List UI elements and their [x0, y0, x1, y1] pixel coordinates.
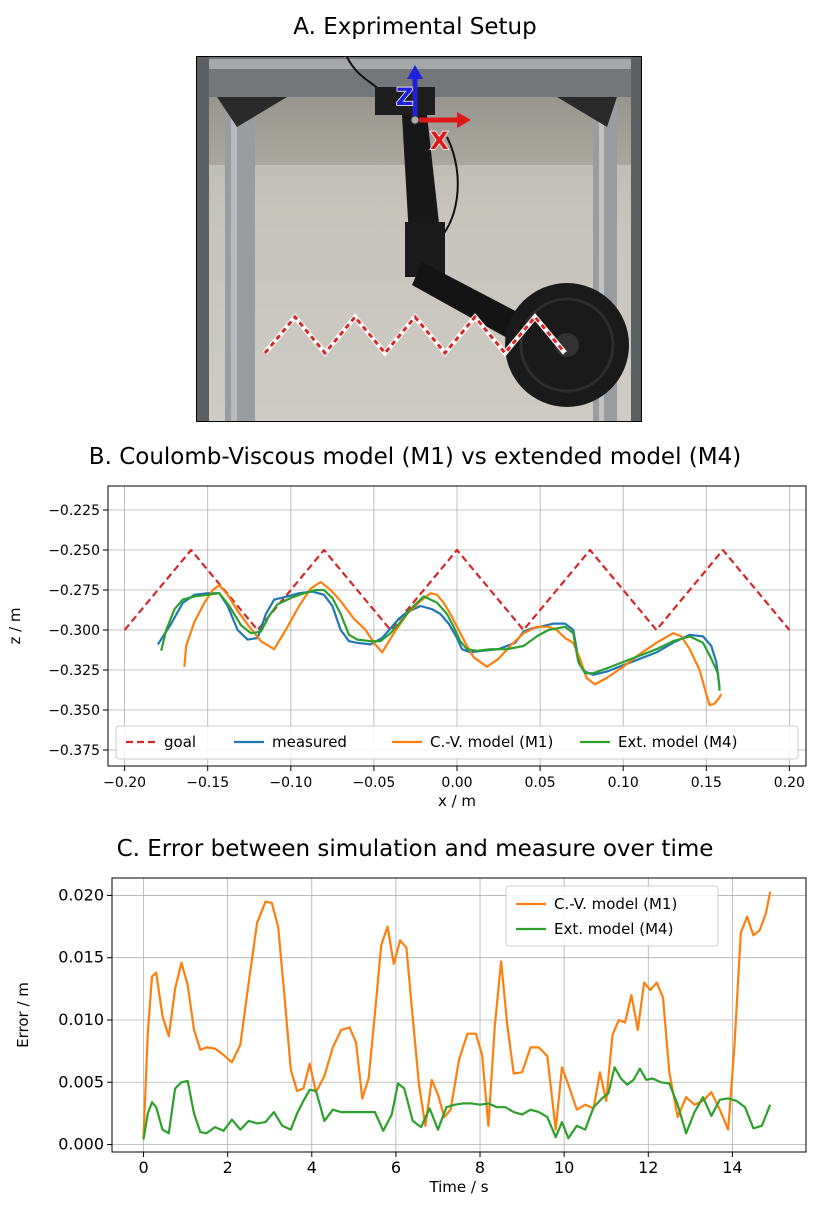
x-tick-label: 0.15 [691, 775, 722, 791]
panel-c-title: C. Error between simulation and measure … [116, 836, 714, 862]
legend-label: goal [164, 733, 196, 751]
x-axis-label: x / m [438, 792, 476, 810]
x-tick-label: 12 [638, 1158, 658, 1177]
corner-bracket-left [217, 97, 287, 127]
legend-label: C.-V. model (M1) [554, 895, 677, 913]
y-axis-label: Error / m [14, 982, 32, 1048]
series-line-c-v-model-m1- [142, 891, 772, 1139]
x-tick-label: 4 [307, 1158, 317, 1177]
goal-path-red [263, 314, 567, 356]
series-line-measured [156, 590, 721, 688]
y-tick-label: −0.350 [48, 703, 100, 719]
x-tick-label: 0 [138, 1158, 148, 1177]
legend-box [115, 725, 799, 760]
panel-b-title: B. Coulomb-Viscous model (M1) vs extende… [88, 444, 742, 470]
legend-label: Ext. model (M4) [618, 733, 737, 751]
top-mount [375, 87, 435, 115]
corner-bracket-right [557, 97, 617, 127]
experimental-setup-photo: Z X [196, 56, 642, 422]
x-tick-label: 14 [722, 1158, 742, 1177]
x-tick-label: 6 [391, 1158, 401, 1177]
x-tick-label: 8 [475, 1158, 485, 1177]
y-tick-label: 0.020 [58, 885, 104, 904]
x-tick-label: −0.10 [269, 775, 312, 791]
y-tick-label: 0.010 [58, 1010, 104, 1029]
legend-label: C.-V. model (M1) [430, 733, 553, 751]
error-chart: 0 2 4 6 8 10 12 14 0.000 0.005 0.010 0.015 0.020 Time… [14, 877, 807, 1196]
legend-box [505, 885, 719, 947]
x-tick-label: −0.05 [352, 775, 395, 791]
trajectory-chart: −0.20 −0.15 −0.10 −0.05 0.00 0.05 0.10 0.15 0.20… [6, 485, 807, 810]
x-tick-label: 10 [554, 1158, 574, 1177]
y-tick-label: −0.375 [48, 743, 100, 759]
y-tick-label: −0.275 [48, 583, 100, 599]
x-tick-label: 2 [223, 1158, 233, 1177]
x-tick-label: 0.00 [441, 775, 472, 791]
legend-label: measured [272, 733, 347, 751]
y-tick-label: −0.250 [48, 543, 100, 559]
x-axis-label: Time / s [428, 1178, 488, 1196]
x-tick-label: 0.20 [774, 775, 805, 791]
y-tick-label: 0.005 [58, 1072, 104, 1091]
series-line-ext-model-m4- [142, 1066, 772, 1140]
y-tick-label: 0.000 [58, 1135, 104, 1154]
y-tick-label: −0.300 [48, 623, 100, 639]
series-line-c-v-model-m1- [183, 580, 723, 707]
x-tick-label: −0.15 [186, 775, 229, 791]
y-tick-label: −0.325 [48, 663, 100, 679]
y-axis-label: z / m [6, 607, 24, 644]
x-tick-label: 0.10 [608, 775, 639, 791]
y-tick-label: −0.225 [48, 503, 100, 519]
y-tick-label: 0.015 [58, 948, 104, 967]
upper-link [402, 115, 440, 237]
legend-label: Ext. model (M4) [554, 920, 673, 938]
setup-illustration: Z X [197, 57, 641, 421]
series-line-goal [123, 548, 791, 632]
x-axis-label: X [430, 127, 449, 155]
x-tick-label: −0.20 [103, 775, 146, 791]
plot-frame [111, 877, 807, 1153]
panel-a-title: A. Exprimental Setup [293, 14, 537, 40]
series-line-ext-model-m4- [160, 588, 721, 691]
x-tick-label: 0.05 [525, 775, 556, 791]
z-axis-label: Z [396, 83, 413, 111]
